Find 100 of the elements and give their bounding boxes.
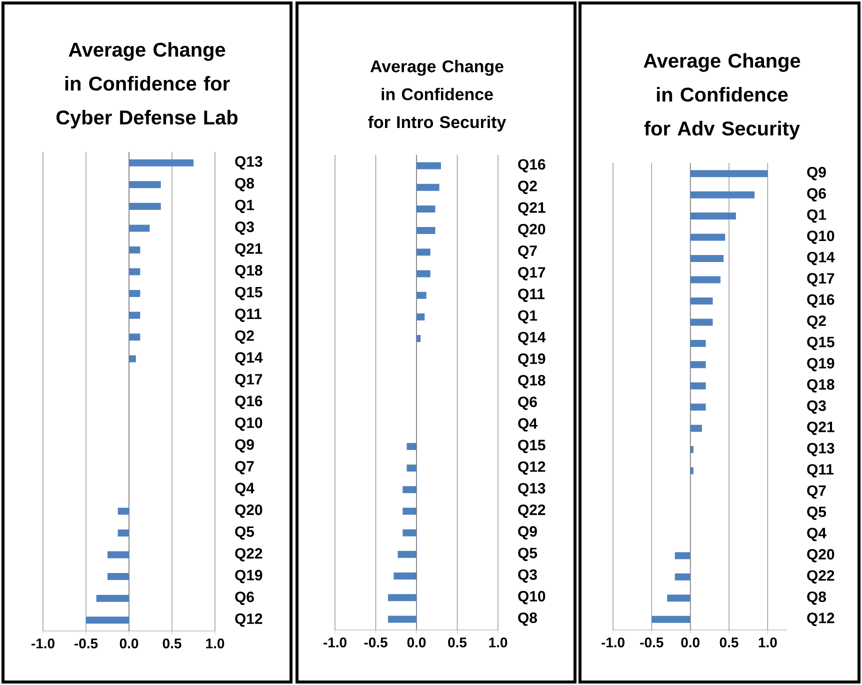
y-tick-label: Q8 xyxy=(518,612,537,626)
y-tick-label: Q2 xyxy=(518,180,537,194)
bar xyxy=(118,530,130,537)
x-tick-label: 0.0 xyxy=(681,637,700,648)
y-tick-label: Q7 xyxy=(807,485,826,499)
bar xyxy=(690,446,694,454)
chart-title: Average Change in Confidence for Intro Security xyxy=(368,60,506,132)
y-tick-label: Q15 xyxy=(807,336,834,350)
bar xyxy=(416,248,430,256)
bar xyxy=(129,268,140,276)
bar xyxy=(690,361,706,368)
bar xyxy=(674,573,690,580)
y-tick-label: Q16 xyxy=(807,294,834,308)
y-tick-label: Q7 xyxy=(518,245,537,259)
bar xyxy=(690,234,726,241)
y-tick-label: Q6 xyxy=(807,188,826,202)
bar xyxy=(388,594,417,602)
bar xyxy=(416,162,441,170)
bar xyxy=(129,181,161,188)
bar xyxy=(86,616,130,624)
bar xyxy=(690,340,706,347)
bar xyxy=(129,159,194,166)
y-tick-label: Q21 xyxy=(518,202,546,216)
y-tick-label: Q11 xyxy=(518,288,545,302)
y-tick-label: Q12 xyxy=(235,613,262,627)
y-tick-label: Q11 xyxy=(807,464,834,478)
y-tick-label: Q20 xyxy=(235,504,262,518)
x-tick-label: -1.0 xyxy=(324,637,346,648)
y-tick-label: Q4 xyxy=(518,418,538,432)
y-tick-label: Q17 xyxy=(807,273,834,286)
y-tick-label: Q14 xyxy=(518,332,546,346)
y-tick-label: Q8 xyxy=(807,591,826,605)
bar xyxy=(690,424,702,432)
chart-title: Average Change in Confidence for Adv Security xyxy=(644,53,800,140)
y-tick-label: Q13 xyxy=(235,156,262,170)
bar xyxy=(667,594,690,602)
x-tick-label: 0.0 xyxy=(120,638,138,648)
y-tick-label: Q1 xyxy=(807,209,826,223)
bar xyxy=(402,486,417,494)
bar xyxy=(108,573,130,580)
y-tick-label: Q7 xyxy=(235,461,254,474)
y-tick-label: Q19 xyxy=(518,353,546,367)
y-tick-label: Q18 xyxy=(235,265,262,278)
y-tick-label: Q10 xyxy=(235,417,262,431)
bar xyxy=(690,404,706,411)
bar xyxy=(118,508,130,515)
bar xyxy=(416,184,440,191)
y-tick-label: Q13 xyxy=(807,442,834,456)
y-tick-label: Q12 xyxy=(518,461,546,475)
x-tick-label: -1.0 xyxy=(32,638,54,648)
y-tick-label: Q10 xyxy=(518,590,546,604)
x-tick-label: 1.0 xyxy=(758,637,777,648)
y-tick-label: Q11 xyxy=(235,308,262,322)
y-tick-label: Q6 xyxy=(518,396,537,410)
y-tick-label: Q2 xyxy=(235,330,254,344)
bar xyxy=(690,191,755,198)
bar xyxy=(690,318,713,326)
bar xyxy=(652,616,690,623)
bar xyxy=(398,550,417,558)
bar xyxy=(129,290,140,298)
y-tick-label: Q9 xyxy=(235,439,254,453)
bar xyxy=(690,255,724,262)
bar xyxy=(416,313,425,320)
y-tick-label: Q12 xyxy=(807,612,834,626)
bar xyxy=(129,312,140,319)
y-tick-label: Q17 xyxy=(235,374,262,388)
x-tick-label: -0.5 xyxy=(364,637,388,648)
x-tick-label: 1.0 xyxy=(206,638,224,648)
y-tick-label: Q5 xyxy=(235,526,254,540)
bar xyxy=(416,227,436,234)
bar xyxy=(402,529,417,536)
bar xyxy=(406,464,417,472)
y-tick-label: Q13 xyxy=(518,482,546,496)
bar xyxy=(416,335,421,342)
y-tick-label: Q19 xyxy=(807,358,834,372)
x-tick-label: -0.5 xyxy=(74,638,98,648)
x-tick-label: 0.0 xyxy=(407,637,426,648)
y-tick-label: Q14 xyxy=(235,352,263,366)
bar xyxy=(690,297,713,304)
y-tick-label: Q20 xyxy=(518,224,546,238)
y-tick-label: Q4 xyxy=(235,482,254,496)
y-tick-label: Q3 xyxy=(518,569,537,583)
y-tick-label: Q10 xyxy=(807,230,834,244)
y-tick-label: Q1 xyxy=(235,200,254,214)
x-tick-label: 0.5 xyxy=(720,637,738,648)
y-tick-label: Q5 xyxy=(518,548,538,562)
y-tick-label: Q20 xyxy=(807,549,834,562)
x-tick-label: 0.5 xyxy=(448,637,467,648)
bar xyxy=(129,224,150,232)
y-tick-label: Q21 xyxy=(235,243,262,257)
bar xyxy=(416,270,430,278)
y-tick-label: Q15 xyxy=(518,440,546,454)
bar xyxy=(108,551,130,558)
y-tick-label: Q14 xyxy=(807,252,835,266)
y-tick-label: Q3 xyxy=(235,222,254,235)
bar xyxy=(388,616,417,623)
bar xyxy=(416,292,426,299)
bar xyxy=(690,382,706,390)
bar xyxy=(129,334,140,341)
y-tick-label: Q5 xyxy=(807,506,826,520)
